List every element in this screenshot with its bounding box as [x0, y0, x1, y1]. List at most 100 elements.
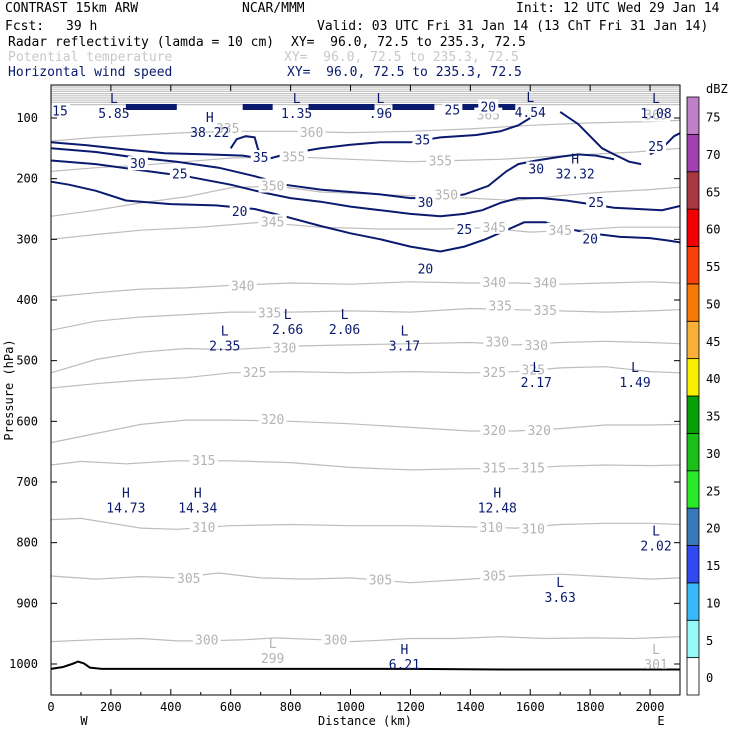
axes: 100 200 300 400 500 600 700 800 900 1000 0 200 400 60… — [9, 85, 680, 714]
y-tick-label: 600 — [16, 414, 38, 428]
y-tick-label: 500 — [16, 354, 38, 368]
colorbar-swatch — [686, 619, 700, 659]
wind-label-bg — [442, 102, 463, 117]
wind-label: 30 — [528, 163, 544, 178]
theta-label: 320 — [261, 413, 284, 428]
theta-label-bg — [366, 572, 395, 587]
theta-label: 320 — [527, 424, 550, 439]
theta-label: 335 — [258, 306, 281, 321]
theta-label: 335 — [216, 122, 239, 137]
theta-label-bg — [519, 460, 548, 475]
colorbar-swatch — [686, 171, 700, 210]
theta-label-bg — [531, 275, 560, 290]
theta-contour-320 — [50, 419, 681, 444]
extremum-type: H — [571, 153, 579, 168]
extremum-type: L — [652, 525, 660, 540]
wind-label-bg — [646, 139, 667, 154]
theta-label-bg — [228, 278, 257, 293]
valid-time: Valid: 03 UTC Fri 31 Jan 14 (13 ChT Fri … — [317, 19, 709, 34]
theta-label-bg — [480, 568, 509, 583]
theta-contour-360 — [50, 119, 681, 142]
extremum-type: L — [652, 92, 660, 107]
wind-label: 25 — [648, 140, 664, 155]
extremum-type: L — [631, 361, 639, 376]
wind-label-bg — [478, 99, 499, 114]
colorbar-swatch — [686, 133, 700, 173]
y-axis-label: Pressure (hPa) — [2, 339, 16, 440]
theta-label: 330 — [486, 335, 509, 350]
field-theta-xy: XY= 96.0, 72.5 to 235.3, 72.5 — [284, 50, 519, 65]
extremum-type: L — [526, 91, 534, 106]
colorbar-swatch — [686, 283, 700, 322]
theta-label-bg — [192, 632, 221, 647]
colorbar-label: 20 — [706, 522, 720, 536]
colorbar-label: 45 — [706, 335, 720, 349]
theta-label: 345 — [483, 221, 506, 236]
extremum-value: 301 — [644, 658, 667, 673]
x-tick-label: 400 — [160, 700, 182, 714]
theta-label: 365 — [644, 109, 667, 124]
wind-label: 20 — [582, 232, 598, 247]
colorbar-label: 65 — [706, 185, 720, 199]
theta-label-bg — [270, 340, 299, 355]
theta-label-bg — [189, 452, 218, 467]
extremum-type: L — [284, 308, 292, 323]
wind-label-bg — [526, 161, 547, 176]
theta-label-bg — [258, 214, 287, 229]
theta-label: 335 — [533, 304, 556, 319]
theta-label-bg — [480, 219, 509, 234]
theta-label: 330 — [273, 342, 296, 357]
wind-contour-35 — [229, 135, 262, 155]
theta-label: 310 — [192, 521, 215, 536]
wind-label-bg — [454, 222, 475, 237]
wind-label-bg — [229, 204, 250, 219]
colorbar-swatch — [686, 657, 700, 696]
extremum-value: 5.85 — [98, 107, 129, 122]
theta-label: 305 — [483, 570, 506, 585]
extremum-type: L — [401, 324, 409, 339]
forecast-label: Fcst: — [5, 19, 45, 34]
y-tick-label: 800 — [16, 536, 38, 550]
x-tick-label: 600 — [220, 700, 242, 714]
wind-max-band — [125, 104, 177, 110]
colorbar-label: 50 — [706, 297, 720, 311]
theta-label-bg — [519, 362, 548, 377]
x-tick-label: 2000 — [636, 700, 665, 714]
theta-label: 350 — [435, 189, 458, 204]
x-axis-label: Distance (km) — [318, 714, 412, 728]
wind-max-band — [242, 104, 273, 110]
extremum-value: 38.22 — [190, 126, 229, 141]
extremum-value: 3.17 — [389, 339, 420, 354]
extremum-type: L — [269, 637, 277, 652]
theta-label-bg — [297, 125, 326, 140]
wind-label: 15 — [52, 104, 68, 119]
extremum-type: H — [194, 486, 202, 501]
theta-label-bg — [321, 632, 350, 647]
theta-label-bg — [480, 364, 509, 379]
extremum-value: 2.35 — [209, 339, 240, 354]
theta-label: 340 — [231, 280, 254, 295]
x-tick-label: 0 — [47, 700, 54, 714]
theta-label: 340 — [483, 276, 506, 291]
colorbar-swatch — [686, 395, 700, 434]
field-theta-name: Potential temperature — [8, 50, 173, 65]
x-tick-label: 200 — [100, 700, 122, 714]
theta-contour-335 — [50, 307, 681, 331]
wind-label: 25 — [588, 196, 604, 211]
theta-label-bg — [483, 334, 512, 349]
theta-label-bg — [258, 412, 287, 427]
theta-label-bg — [240, 364, 269, 379]
theta-contour-310 — [50, 517, 681, 530]
extremum-value: 14.34 — [178, 501, 217, 516]
theta-label-bg — [189, 520, 218, 535]
theta-label-bg — [480, 423, 509, 438]
theta-label-bg — [213, 120, 242, 135]
field-wind-xy: XY= 96.0, 72.5 to 235.3, 72.5 — [287, 65, 522, 80]
wind-label: 25 — [457, 223, 473, 238]
x-tick-label: 1000 — [336, 700, 365, 714]
wind-label: 20 — [480, 101, 496, 116]
colorbar-label: 60 — [706, 223, 720, 237]
theta-label-bg — [519, 521, 548, 536]
theta-label: 310 — [521, 522, 544, 537]
model-title: CONTRAST 15km ARW — [5, 1, 139, 16]
